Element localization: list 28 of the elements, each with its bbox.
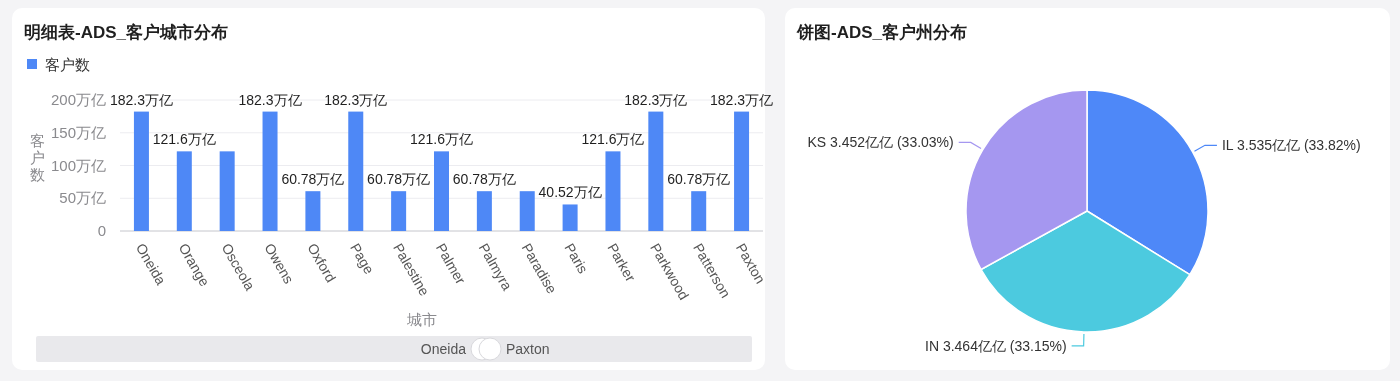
data-label: 182.3万亿: [109, 91, 173, 108]
slice-label: KS 3.452亿亿 (33.03%): [807, 134, 954, 151]
slice-label: IL 3.535亿亿 (33.82%): [1221, 137, 1361, 154]
data-label: 60.78万亿: [452, 171, 516, 188]
y-tick-label: 100万亿: [50, 156, 106, 174]
data-label: 182.3万亿: [710, 91, 774, 108]
chart-title: 饼图-ADS_客户州分布: [796, 23, 968, 42]
y-tick-label: 200万亿: [50, 91, 106, 108]
y-tick-label: 150万亿: [50, 123, 106, 141]
chart-title: 明细表-ADS_客户城市分布: [24, 23, 229, 42]
y-tick-label: 0: [97, 222, 106, 239]
data-label: 182.3万亿: [624, 91, 688, 108]
y-axis-title: 客户数: [29, 132, 45, 183]
text: Paxton: [506, 341, 550, 357]
legend-label: 客户数: [45, 56, 90, 73]
data-label: 60.78万亿: [281, 171, 345, 188]
data-label: 40.52万亿: [538, 184, 602, 201]
data-label: 121.6万亿: [152, 131, 216, 148]
slice-label: IN 3.464亿亿 (33.15%): [925, 337, 1067, 354]
y-tick-label: 50万亿: [59, 189, 106, 207]
data-label: 182.3万亿: [324, 91, 388, 108]
data-label: 60.78万亿: [667, 171, 731, 188]
text: Oneida: [420, 341, 467, 357]
data-label: 182.3万亿: [238, 91, 302, 108]
x-axis-title: 城市: [405, 311, 437, 328]
data-label: 121.6万亿: [581, 131, 645, 148]
data-label: 121.6万亿: [409, 131, 474, 148]
data-label: 60.78万亿: [367, 171, 431, 188]
